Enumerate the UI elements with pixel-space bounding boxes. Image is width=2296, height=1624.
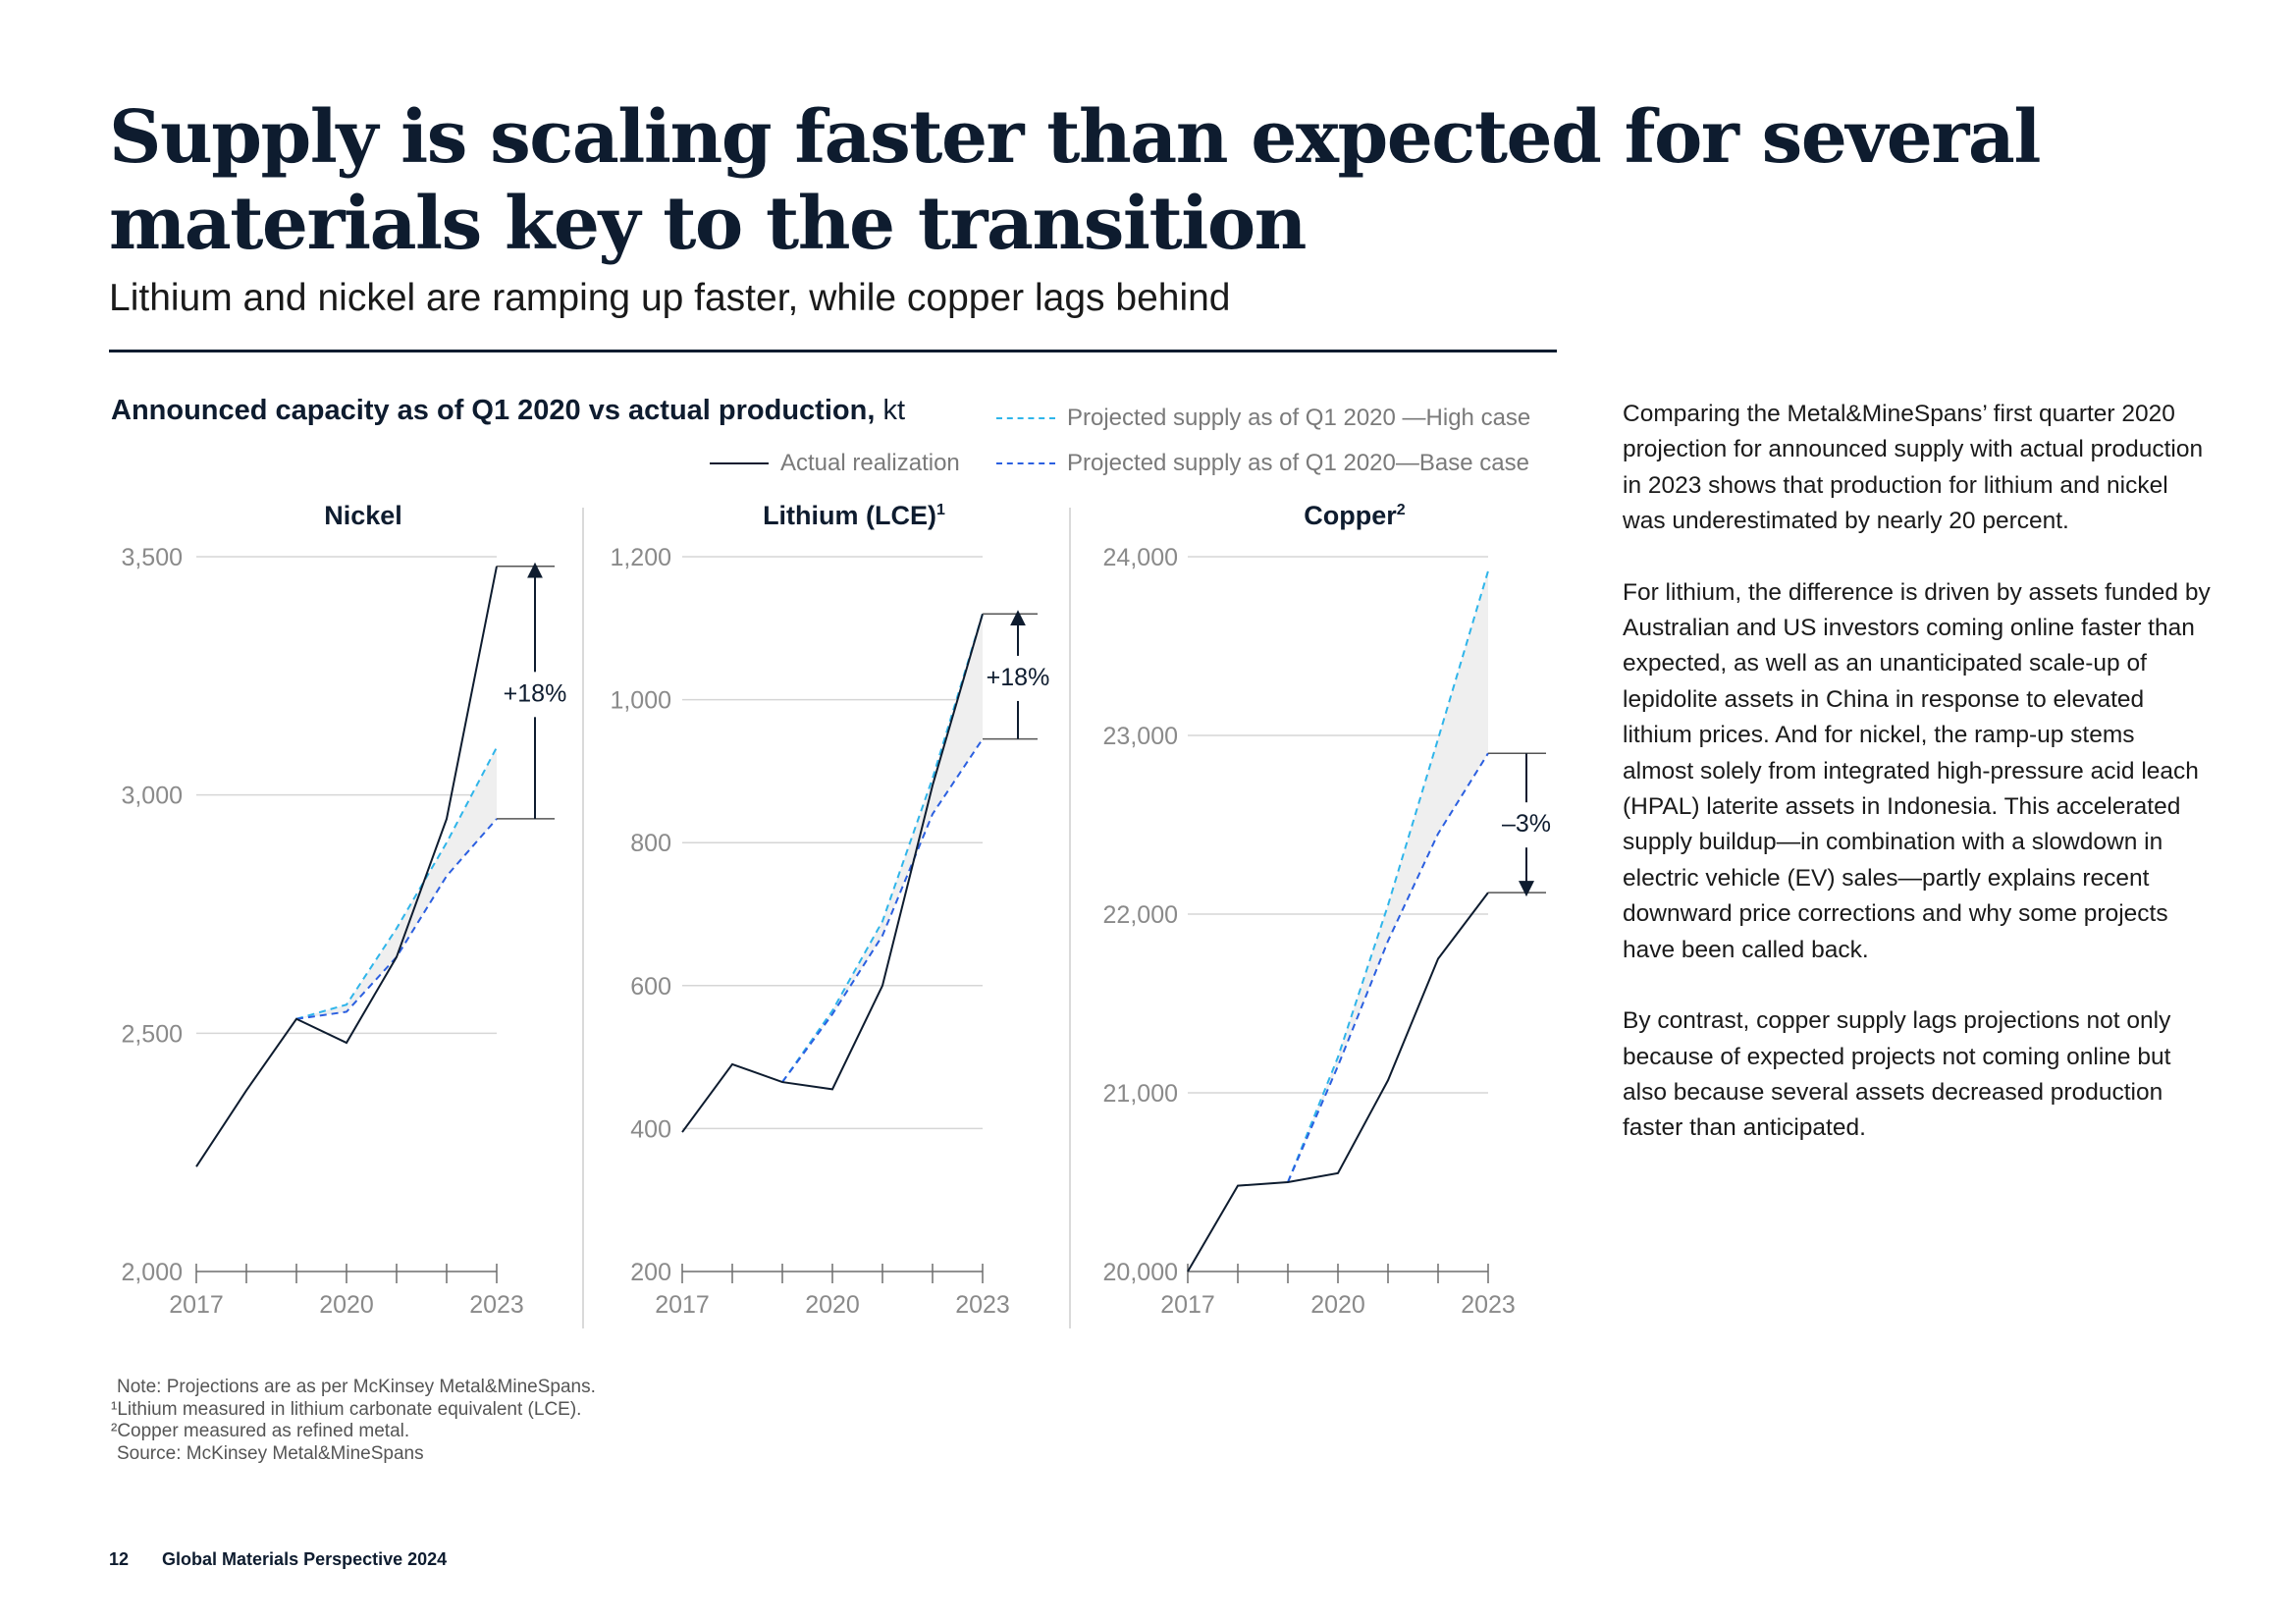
panel-title-lithium-sup: 1 [936,502,945,518]
chart-heading-bold: Announced capacity as of Q1 2020 vs actu… [111,395,876,426]
nickel-annotation-label: +18% [504,679,567,707]
legend-high: Projected supply as of Q1 2020 —High cas… [996,405,1530,432]
page-footer: 12 Global Materials Perspective 2024 [109,1549,447,1570]
page-title: Supply is scaling faster than expected f… [109,95,2041,266]
legend-high-swatch [996,417,1055,419]
lithium-series-base [781,738,984,1083]
commentary-paragraph-2: For lithium, the difference is driven by… [1623,578,2211,963]
lithium-y-tick-label: 400 [630,1115,671,1143]
legend-base-label: Projected supply as of Q1 2020—Base case [1067,450,1529,476]
copper-y-tick-label: 20,000 [1103,1259,1178,1286]
copper-annotation-label: –3% [1502,810,1551,838]
nickel-y-tick-label: 3,000 [121,783,183,810]
copper-series-base [1287,752,1489,1183]
nickel-projection-gap [296,747,497,1019]
legend-actual-swatch [710,462,769,464]
legend-actual: Actual realization [710,450,960,477]
lithium-annotation-label: +18% [987,664,1050,691]
chart-heading-unit: kt [882,395,906,426]
page-number: 12 [109,1549,130,1569]
nickel-x-tick-label: 2023 [469,1291,524,1319]
nickel-x-tick-label: 2020 [319,1291,374,1319]
panel-title-copper: Copper2 [1227,501,1482,531]
nickel-x-tick-label: 2017 [169,1291,224,1319]
panel-title-copper-text: Copper [1304,501,1397,530]
lithium-series-high [781,613,984,1083]
lithium-series-actual [681,613,984,1133]
publication-name: Global Materials Perspective 2024 [162,1549,448,1569]
title-divider [109,350,1557,352]
commentary-paragraph-3: By contrast, copper supply lags projecti… [1623,1007,2171,1142]
copper-x-tick-label: 2020 [1310,1291,1365,1319]
panel-title-lithium-text: Lithium (LCE) [763,501,937,530]
panel-title-nickel: Nickel [245,501,481,531]
copper-x-tick-label: 2017 [1160,1291,1215,1319]
copper-y-tick-label: 24,000 [1103,544,1178,571]
lithium-x-tick-label: 2017 [655,1291,710,1319]
panel-divider-1 [582,508,584,1328]
lithium-y-tick-label: 600 [630,973,671,1001]
nickel-y-tick-label: 3,500 [121,544,183,571]
legend-base: Projected supply as of Q1 2020—Base case [996,450,1529,477]
copper-projection-gap [1288,570,1488,1182]
nickel-series-high [295,746,498,1020]
lithium-y-tick-label: 800 [630,830,671,857]
nickel-y-tick-label: 2,500 [121,1020,183,1048]
panel-title-nickel-text: Nickel [324,501,402,530]
panel-title-copper-sup: 2 [1396,502,1406,518]
lithium-y-tick-label: 200 [630,1259,671,1286]
commentary: Comparing the Metal&MineSpans’ first qua… [1623,397,2212,1182]
copper-y-tick-label: 22,000 [1103,901,1178,929]
chart-heading: Announced capacity as of Q1 2020 vs actu… [111,395,905,427]
lithium-x-tick-label: 2020 [805,1291,860,1319]
legend-high-label: Projected supply as of Q1 2020 —High cas… [1067,405,1531,431]
commentary-paragraph-1: Comparing the Metal&MineSpans’ first qua… [1623,401,2204,535]
nickel-series-actual [195,566,498,1167]
copper-series-high [1287,570,1489,1183]
nickel-y-tick-label: 2,000 [121,1259,183,1286]
note-projections: Note: Projections are as per McKinsey Me… [117,1377,596,1397]
copper-y-tick-label: 23,000 [1103,723,1178,750]
lithium-x-tick-label: 2023 [955,1291,1010,1319]
note-source: Source: McKinsey Metal&MineSpans [117,1442,424,1464]
lithium-y-tick-label: 1,000 [610,687,671,715]
legend-base-swatch [996,462,1055,464]
copper-x-tick-label: 2023 [1461,1291,1516,1319]
panel-divider-2 [1069,508,1071,1328]
copper-y-tick-label: 21,000 [1103,1080,1178,1108]
panel-title-lithium: Lithium (LCE)1 [707,501,1001,531]
lithium-projection-gap [782,614,983,1083]
note-copper: ²Copper measured as refined metal. [111,1421,410,1441]
note-lithium: ¹Lithium measured in lithium carbonate e… [111,1398,582,1420]
legend-actual-label: Actual realization [780,450,960,476]
copper-series-actual [1187,892,1489,1272]
page-subtitle: Lithium and nickel are ramping up faster… [109,277,1231,319]
lithium-y-tick-label: 1,200 [610,544,671,571]
footnotes: Note: Projections are as per McKinsey Me… [111,1377,596,1465]
